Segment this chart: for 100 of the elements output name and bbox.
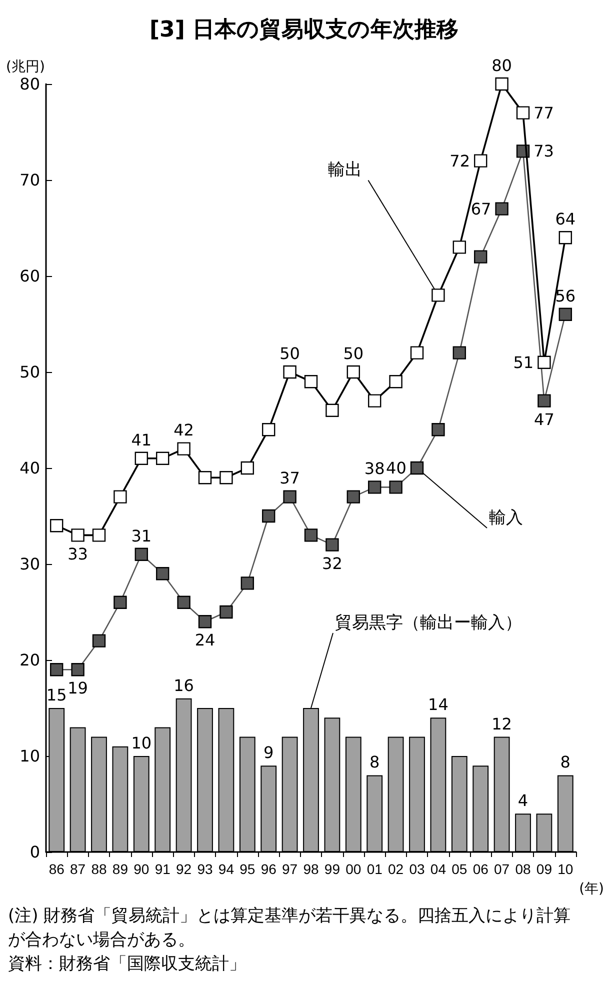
data-label: 67 [470,199,492,218]
data-label: 32 [322,554,342,573]
y-axis-title: (兆円) [6,59,45,75]
point [538,356,551,369]
data-label: 77 [534,103,554,122]
point [134,548,148,561]
x-tick-label: 88 [91,861,107,877]
point [92,528,106,542]
data-label: 64 [555,210,576,228]
data-label: 14 [428,695,448,714]
x-tick-label: 91 [154,861,171,877]
data-label: 73 [534,142,554,161]
data-label: 33 [68,544,88,564]
text: 輸出 [328,160,362,180]
y-tick-label: 30 [20,554,40,574]
chart-title: [3] 日本の貿易収支の年次推移 [149,18,459,42]
point [198,471,212,484]
point [71,663,84,676]
point [346,365,360,379]
data-label: 9 [264,743,274,762]
point [432,288,445,302]
x-tick-label: 04 [430,861,446,877]
data-label: 31 [131,526,152,546]
point [452,346,466,360]
point [177,596,190,609]
x-axis-title: (年) [579,881,604,897]
point [368,394,382,408]
point [368,480,382,494]
point [326,404,339,417]
y-tick-label: 40 [20,458,40,478]
point [92,634,106,648]
point [177,442,190,456]
data-label: 47 [534,410,554,429]
point [474,154,488,168]
y-tick-label: 60 [20,266,40,286]
point [304,528,318,542]
text: 資料：財務省「国際収支統計」 [8,954,246,974]
point [240,576,254,590]
point [50,663,64,676]
x-tick-label: 98 [303,861,319,877]
point [304,375,318,388]
y-tick-label: 10 [20,746,40,766]
x-tick-label: 89 [112,861,128,877]
x-tick-label: 87 [70,861,86,877]
x-tick-label: 93 [197,861,213,877]
x-tick-label: 99 [324,861,340,877]
data-label: 4 [518,791,528,810]
text: (注) 財務省「貿易統計」とは算定基準が若干異なる。四捨五入により計算が合わない場合がある。 [8,906,571,950]
data-label: 8 [560,752,570,772]
point [410,461,424,475]
x-tick-label: 01 [366,861,383,877]
point [558,308,572,321]
point [346,490,360,504]
point [156,452,170,465]
x-tick-label: 96 [260,861,277,877]
data-label: 51 [513,352,534,372]
point [389,375,402,388]
point [156,567,170,580]
x-tick-label: 09 [536,861,552,877]
data-label: 72 [450,151,470,170]
x-tick-label: 08 [515,861,531,877]
point [220,471,233,484]
data-label: 16 [174,676,194,695]
data-label: 10 [131,734,152,752]
x-tick-label: 92 [176,861,192,877]
y-tick-label: 20 [20,650,40,670]
x-tick-label: 90 [134,861,150,877]
x-tick-label: 94 [218,861,234,877]
data-label: 42 [174,420,194,440]
point [410,346,424,360]
data-label: 8 [370,752,380,772]
y-tick-label: 50 [20,362,40,382]
data-label: 19 [68,678,88,698]
y-tick-label: 80 [20,74,40,94]
x-tick-label: 97 [282,861,298,877]
point [71,528,84,542]
x-tick-label: 07 [494,861,510,877]
data-label: 24 [194,630,216,650]
x-tick-label: 00 [346,861,362,877]
data-label: 80 [492,56,512,75]
x-tick-label: 95 [240,861,256,877]
data-label: 56 [555,286,576,306]
point [452,240,466,254]
point [262,509,276,523]
data-label: 38 [364,459,385,478]
point [240,461,254,475]
x-tick-label: 10 [558,861,574,877]
point [432,423,445,436]
data-label: 40 [386,458,406,478]
x-tick-label: 02 [388,861,404,877]
data-label: 41 [131,430,152,450]
data-label: 12 [492,714,512,734]
x-tick-label: 03 [409,861,425,877]
point [558,231,572,244]
point [114,596,127,609]
point [474,250,488,264]
text: 貿易黒字（輸出ー輸入） [335,613,522,633]
point [516,106,530,120]
point [283,365,296,379]
point [198,615,212,628]
